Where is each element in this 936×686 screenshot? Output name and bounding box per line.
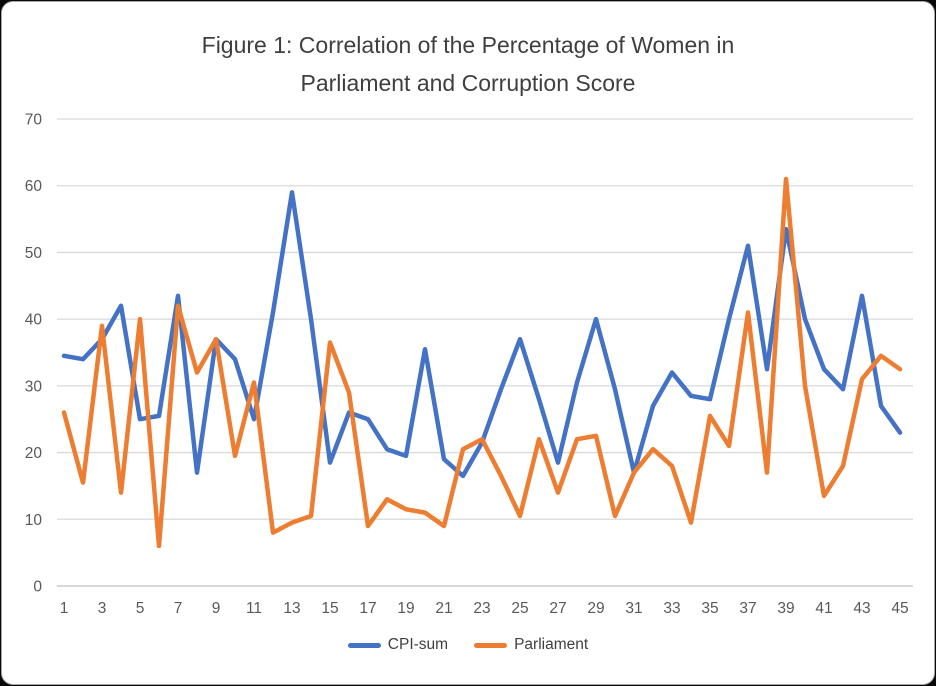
x-axis-tick-label: 3 [98,600,107,617]
cpi-sum-line-swatch-icon [347,642,381,648]
x-axis-tick-label: 17 [359,600,376,617]
legend-item-cpi-sum: CPI-sum [347,636,449,654]
x-axis-tick-label: 31 [625,600,642,617]
x-axis-tick-label: 35 [701,600,718,617]
parliament-line [61,176,903,549]
y-axis-tick-label: 30 [25,378,43,395]
legend-label-cpi-sum: CPI-sum [387,636,449,653]
y-axis-tick-label: 60 [25,178,43,195]
y-axis-tick-label: 50 [25,245,43,262]
x-axis-tick-label: 33 [663,600,680,617]
chart-title: Figure 1: Correlation of the Percentage … [2,26,934,102]
x-axis-tick-label: 15 [321,600,338,617]
x-axis-tick-label: 1 [60,600,69,617]
chart-title-line-2: Parliament and Corruption Score [300,70,636,96]
parliament-line-swatch-icon [474,642,508,648]
y-axis-tick-label: 20 [25,445,43,462]
chart-title-line-1: Figure 1: Correlation of the Percentage … [201,32,735,58]
legend-item-parliament: Parliament [474,636,588,654]
y-axis-tick-label: 70 [25,112,43,129]
x-axis-tick-label: 37 [739,600,756,617]
chart-legend: CPI-sum Parliament [2,636,934,654]
x-axis-tick-label: 25 [511,600,528,617]
y-axis-tick-label: 0 [33,579,42,596]
x-axis-tick-label: 21 [435,600,452,617]
x-axis-tick-label: 19 [397,600,414,617]
x-axis-tick-label: 13 [283,600,300,617]
x-axis-tick-label: 7 [174,600,183,617]
x-axis-tick-label: 45 [891,600,908,617]
y-axis-tick-label: 10 [25,512,43,529]
y-axis-tick-label: 40 [25,312,43,329]
x-axis-tick-label: 29 [587,600,604,617]
x-axis-tick-label: 9 [212,600,221,617]
legend-label-parliament: Parliament [514,636,589,653]
x-axis-tick-label: 23 [473,600,490,617]
x-axis-tick-label: 5 [136,600,145,617]
x-axis-tick-label: 39 [777,600,794,617]
x-axis-tick-label: 41 [815,600,832,617]
x-axis-tick-label: 27 [549,600,566,617]
x-axis-tick-label: 43 [853,600,870,617]
x-axis-tick-label: 11 [246,600,262,617]
